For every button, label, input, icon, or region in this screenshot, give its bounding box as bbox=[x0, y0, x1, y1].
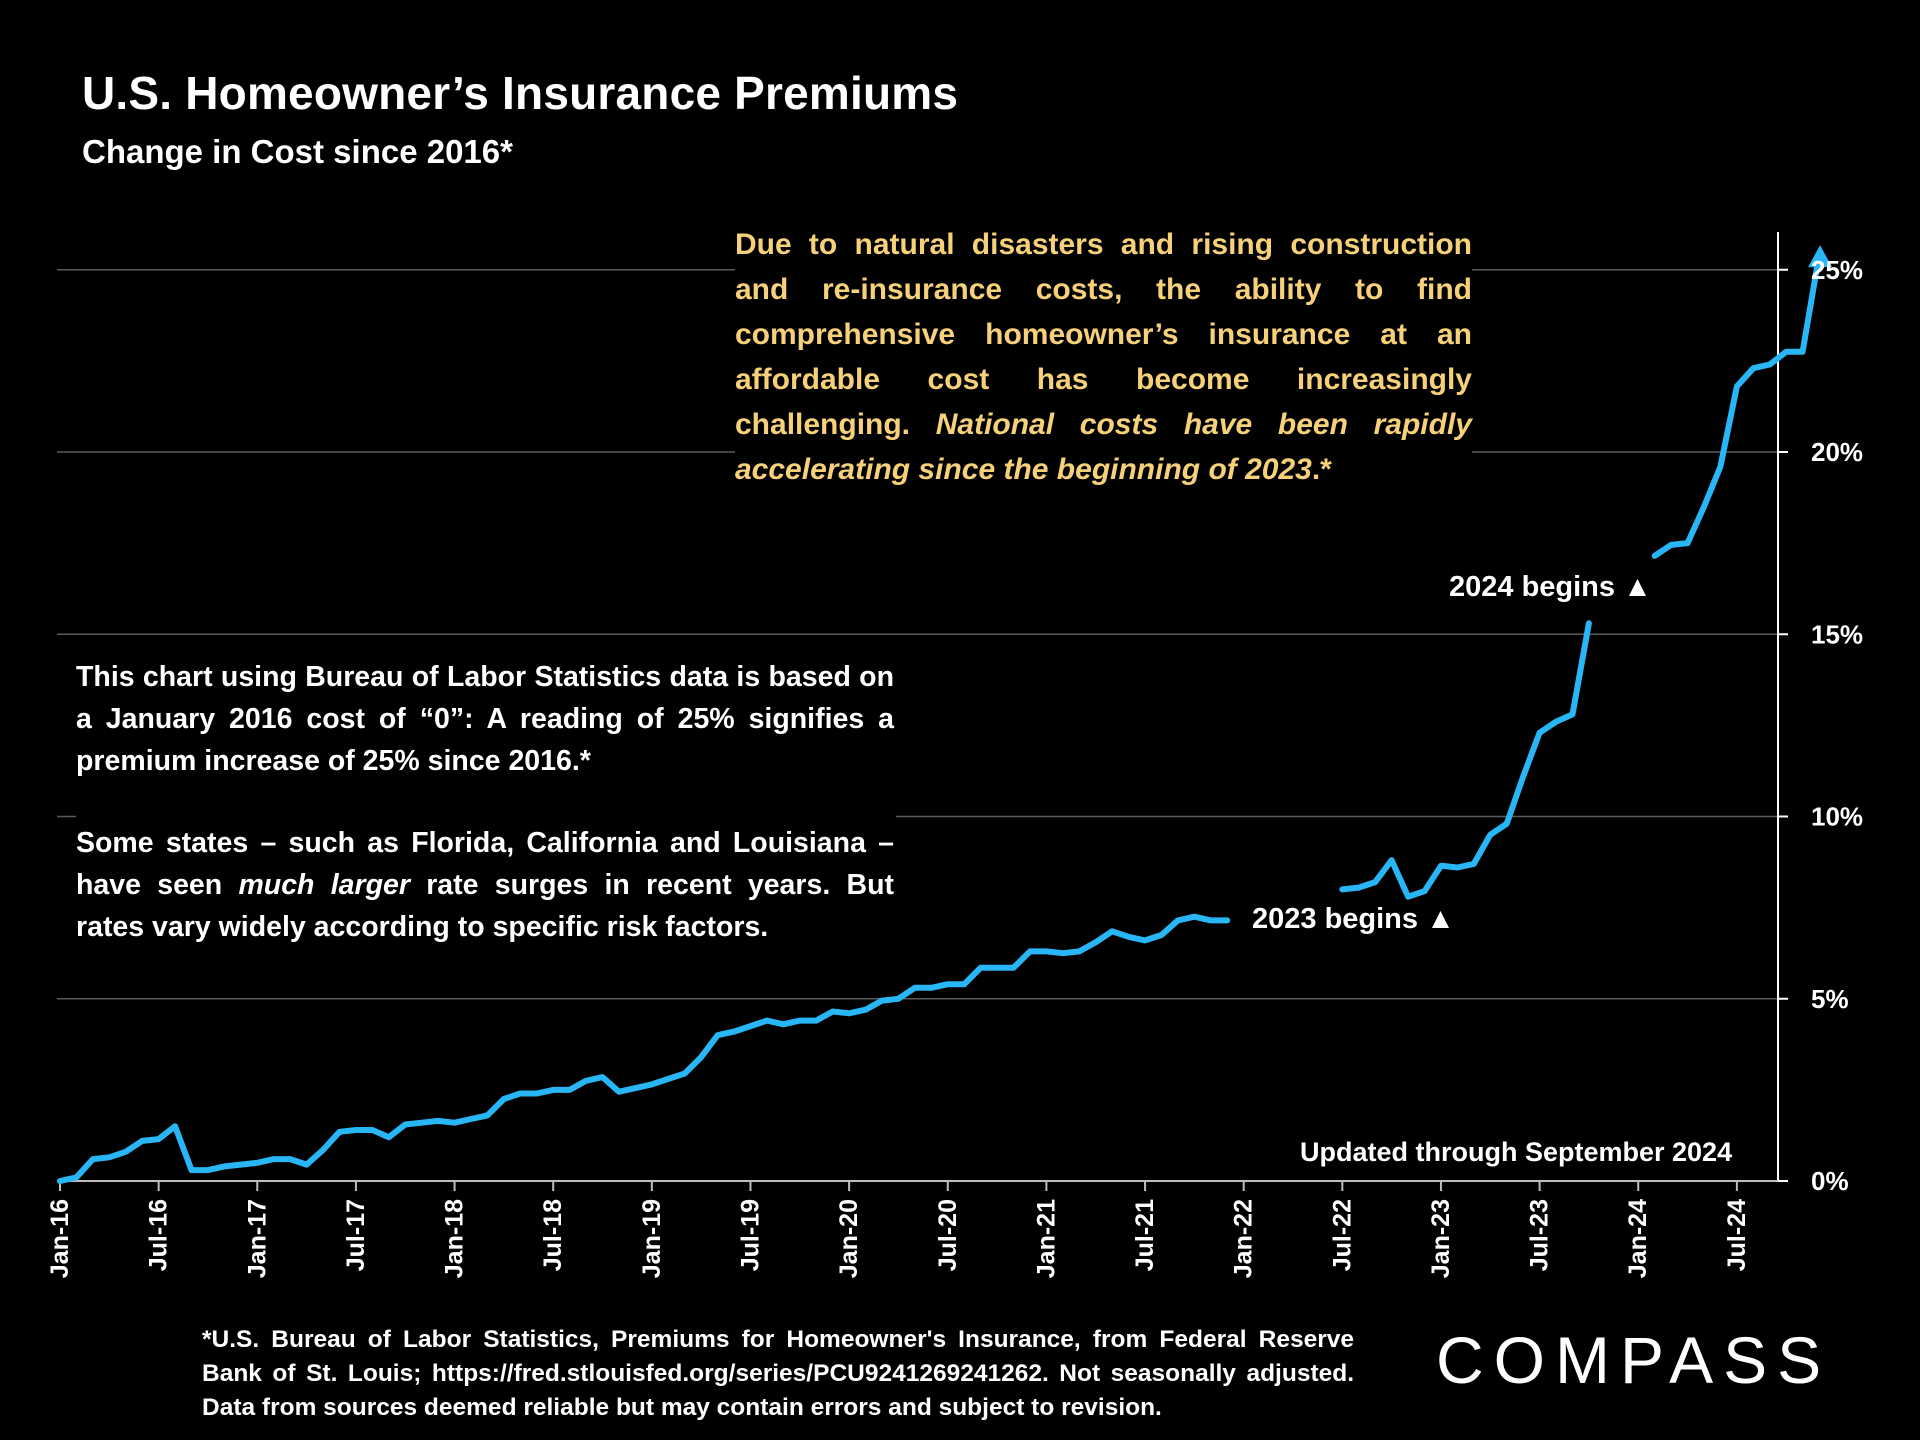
note-states-text: Some states – such as Florida, Californi… bbox=[76, 827, 894, 901]
x-tick-label: Jul-23 bbox=[1526, 1199, 1554, 1271]
note-emphasis: much larger bbox=[238, 869, 410, 901]
note-paragraph-states: Some states – such as Florida, Californi… bbox=[76, 822, 894, 948]
x-tick-label: Jul-19 bbox=[736, 1199, 764, 1271]
gridlines bbox=[57, 269, 1777, 1000]
x-tick-label: Jul-24 bbox=[1723, 1199, 1751, 1271]
y-tick-label: 25% bbox=[1811, 255, 1863, 285]
x-tick-label: Jan-20 bbox=[835, 1199, 863, 1278]
x-tick-label: Jan-19 bbox=[638, 1199, 666, 1278]
y-tick-label: 5% bbox=[1811, 984, 1849, 1014]
x-tick-label: Jul-20 bbox=[934, 1199, 962, 1271]
note-paragraph-index: This chart using Bureau of Labor Statist… bbox=[76, 661, 894, 777]
chart-subtitle: Change in Cost since 2016* bbox=[82, 133, 513, 170]
x-tick-label: Jan-22 bbox=[1230, 1199, 1258, 1278]
x-tick-label: Jan-21 bbox=[1032, 1199, 1060, 1278]
annotation-2023-begins: 2023 begins ▲ bbox=[1246, 903, 1461, 936]
axes bbox=[57, 232, 1788, 1191]
y-tick-label: 0% bbox=[1811, 1166, 1849, 1196]
x-tick-label: Jul-21 bbox=[1131, 1199, 1159, 1271]
y-axis-ticks: 0% 5% 10% 15% 20% 25% bbox=[1811, 255, 1863, 1196]
callout-suffix: .* bbox=[1311, 453, 1332, 486]
series-arrowhead bbox=[1808, 245, 1833, 268]
annotation-2024-begins: 2024 begins ▲ bbox=[1443, 571, 1658, 604]
x-tick-label: Jul-22 bbox=[1328, 1199, 1356, 1271]
x-tick-label: Jan-17 bbox=[243, 1199, 271, 1278]
chart-title: U.S. Homeowner’s Insurance Premiums bbox=[82, 67, 959, 119]
y-tick-label: 20% bbox=[1811, 437, 1863, 467]
callout-italic-text: National costs have been rapidly acceler… bbox=[735, 408, 1472, 486]
compass-logo: COMPASS bbox=[1436, 1323, 1832, 1397]
annotation-updated-through: Updated through September 2024 bbox=[1296, 1137, 1737, 1168]
x-tick-label: Jan-18 bbox=[441, 1199, 469, 1278]
x-tick-label: Jul-16 bbox=[145, 1199, 173, 1271]
x-tick-label: Jan-24 bbox=[1624, 1199, 1652, 1278]
series-line-segment bbox=[57, 913, 1231, 1184]
callout-text: Due to natural disasters and rising cons… bbox=[735, 228, 1472, 441]
series-line-segment bbox=[1651, 252, 1823, 559]
source-footnote: *U.S. Bureau of Labor Statistics, Premiu… bbox=[202, 1326, 1354, 1421]
series-line-segment bbox=[1339, 620, 1592, 900]
note-states-text-end: rate surges in recent years. But rates v… bbox=[76, 869, 895, 943]
x-axis-ticks: Jan-16 Jul-16 Jan-17 Jul-17 Jan-18 Jul-18 Jan-… bbox=[46, 1199, 1751, 1278]
x-tick-label: Jan-16 bbox=[46, 1199, 74, 1278]
x-tick-label: Jul-18 bbox=[539, 1199, 567, 1271]
x-tick-label: Jul-17 bbox=[342, 1199, 370, 1271]
x-tick-label: Jan-23 bbox=[1427, 1199, 1455, 1278]
callout-insurance-challenge: Due to natural disasters and rising cons… bbox=[735, 220, 1472, 494]
data-series bbox=[57, 245, 1833, 1184]
y-tick-label: 10% bbox=[1811, 802, 1863, 832]
methodology-note: This chart using Bureau of Labor Statist… bbox=[76, 656, 896, 954]
y-tick-label: 15% bbox=[1811, 619, 1863, 649]
